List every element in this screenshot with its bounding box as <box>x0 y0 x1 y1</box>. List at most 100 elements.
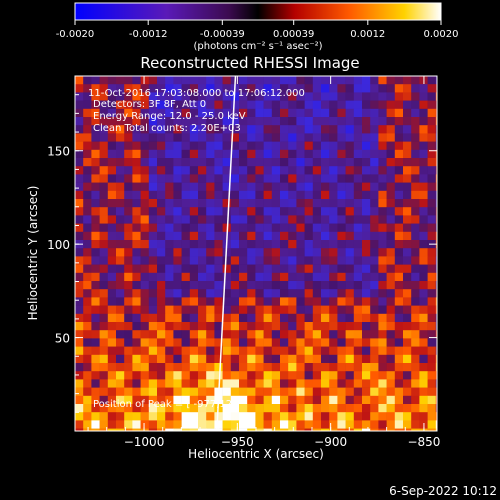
heatmap-cell <box>263 149 273 159</box>
heatmap-cell <box>206 428 215 431</box>
heatmap-cell <box>124 338 133 347</box>
heatmap-cell <box>99 322 109 331</box>
heatmap-cell <box>124 297 133 306</box>
heatmap-cell <box>337 305 346 315</box>
heatmap-cell <box>288 199 297 208</box>
heatmap-cell <box>280 404 289 413</box>
heatmap-cell <box>222 379 232 388</box>
heatmap-cell <box>271 428 281 431</box>
heatmap-cell <box>107 330 117 339</box>
heatmap-cell <box>280 141 289 151</box>
heatmap-cell <box>345 158 355 167</box>
heatmap-cell <box>189 264 199 274</box>
heatmap-cell <box>370 420 379 429</box>
heatmap-cell <box>271 289 281 298</box>
heatmap-cell <box>124 428 133 431</box>
heatmap-cell <box>411 199 420 208</box>
heatmap-cell <box>362 289 371 298</box>
heatmap-cell <box>345 322 355 331</box>
heatmap-cell <box>165 313 174 323</box>
heatmap-cell <box>173 338 182 347</box>
heatmap-cell <box>419 84 428 93</box>
heatmap-cell <box>83 354 92 364</box>
heatmap-cell <box>148 313 158 323</box>
heatmap-cell <box>321 322 330 331</box>
heatmap-cell <box>140 338 150 347</box>
heatmap-cell <box>321 313 330 323</box>
heatmap-cell <box>345 182 355 192</box>
heatmap-cell <box>288 92 297 101</box>
heatmap-cell <box>329 322 338 331</box>
heatmap-cell <box>148 412 158 421</box>
heatmap-cell <box>99 166 109 175</box>
heatmap-cell <box>75 264 84 274</box>
heatmap-cell <box>247 420 256 429</box>
heatmap-cell <box>75 108 84 118</box>
heatmap-cell <box>91 322 100 331</box>
heatmap-cell <box>419 141 428 151</box>
heatmap-cell <box>157 281 166 290</box>
heatmap-cell <box>132 117 141 126</box>
heatmap-cell <box>157 76 166 85</box>
heatmap-cell <box>230 338 240 347</box>
heatmap-cell <box>362 387 371 397</box>
heatmap-cell <box>345 92 355 101</box>
heatmap-cell <box>181 346 191 356</box>
heatmap-cell <box>148 289 158 298</box>
heatmap-cell <box>312 108 322 118</box>
heatmap-cell <box>165 133 174 142</box>
heatmap-cell <box>353 125 363 134</box>
heatmap-cell <box>83 330 92 339</box>
heatmap-cell <box>427 256 437 265</box>
heatmap-cell <box>394 108 404 118</box>
heatmap-cell <box>132 412 141 421</box>
heatmap-cell <box>214 108 223 118</box>
heatmap-cell <box>214 248 223 257</box>
heatmap-cell <box>116 338 125 347</box>
heatmap-cell <box>304 322 314 331</box>
heatmap-cell <box>198 174 207 183</box>
heatmap-cell <box>83 100 92 110</box>
heatmap-cell <box>378 108 387 118</box>
heatmap-cell <box>132 182 141 192</box>
heatmap-cell <box>107 338 117 347</box>
heatmap-cell <box>403 166 412 175</box>
heatmap-cell <box>337 363 346 372</box>
heatmap-cell <box>386 404 396 413</box>
heatmap-cell <box>280 108 289 118</box>
heatmap-cell <box>362 272 371 282</box>
heatmap-cell <box>230 281 240 290</box>
heatmap-cell <box>378 125 387 134</box>
heatmap-cell <box>353 264 363 274</box>
heatmap-cell <box>222 84 232 93</box>
heatmap-cell <box>181 272 191 282</box>
heatmap-cell <box>107 76 117 85</box>
heatmap-cell <box>255 223 264 233</box>
heatmap-cell <box>198 354 207 364</box>
heatmap-cell <box>353 346 363 356</box>
heatmap-cell <box>230 207 240 216</box>
heatmap-cell <box>411 379 420 388</box>
heatmap-cell <box>271 330 281 339</box>
heatmap-cell <box>230 158 240 167</box>
heatmap-cell <box>345 289 355 298</box>
heatmap-cell <box>271 92 281 101</box>
heatmap-cell <box>148 141 158 151</box>
heatmap-cell <box>427 199 437 208</box>
heatmap-cell <box>280 182 289 192</box>
heatmap-cell <box>321 256 330 265</box>
heatmap-cell <box>173 199 182 208</box>
heatmap-cell <box>116 272 125 282</box>
heatmap-cell <box>321 354 330 364</box>
heatmap-cell <box>198 100 207 110</box>
heatmap-cell <box>304 174 314 183</box>
heatmap-cell <box>116 149 125 159</box>
heatmap-cell <box>329 231 338 241</box>
heatmap-cell <box>353 420 363 429</box>
heatmap-cell <box>427 248 437 257</box>
heatmap-cell <box>329 346 338 356</box>
heatmap-cell <box>140 223 150 233</box>
heatmap-cell <box>198 371 207 380</box>
colorbar-tick-label: 0.0012 <box>350 29 385 40</box>
heatmap-cell <box>99 387 109 397</box>
